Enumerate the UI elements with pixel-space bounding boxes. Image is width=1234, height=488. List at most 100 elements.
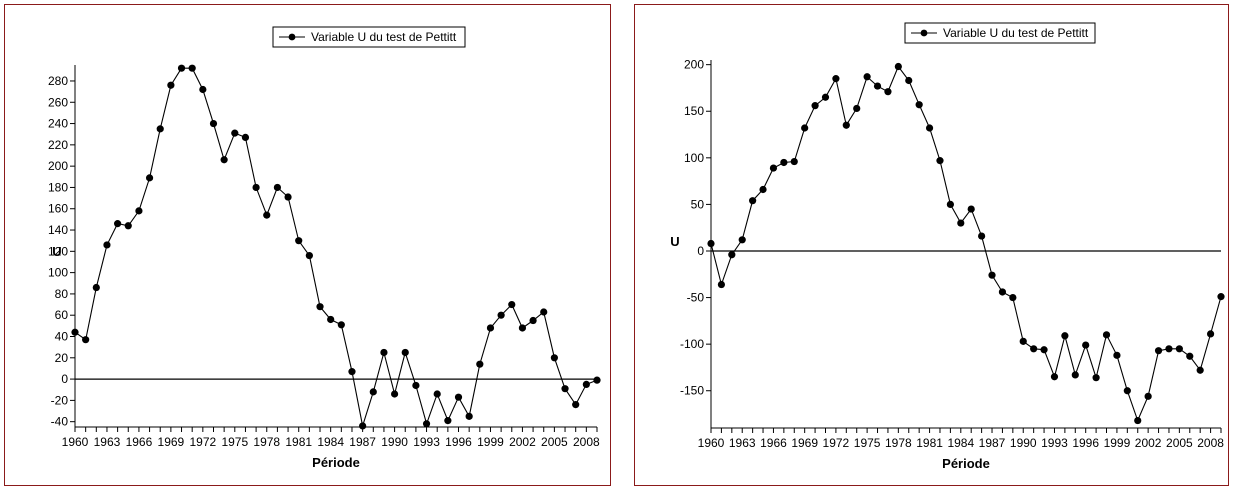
data-point: [1217, 293, 1225, 301]
x-tick-label: 1984: [317, 435, 344, 449]
data-point: [1019, 337, 1027, 345]
x-tick-label: 1978: [885, 436, 912, 450]
pettitt-chart-1: -40 -20 0 20 40 60 80 100 120 140 160 180 200 220 240 2…: [48, 26, 601, 470]
y-tick-label: 200: [684, 58, 704, 72]
x-tick-label: 2005: [1166, 436, 1193, 450]
data-point: [1144, 392, 1152, 400]
series-line: [74, 67, 598, 427]
data-point: [561, 385, 569, 393]
data-point: [103, 241, 111, 249]
y-tick-label: 220: [48, 138, 68, 152]
data-point: [177, 64, 186, 72]
data-point: [936, 157, 944, 165]
data-point: [988, 271, 996, 279]
y-tick-label: -40: [51, 415, 69, 429]
data-point: [853, 104, 861, 113]
y-tick-label: 180: [48, 180, 68, 194]
x-tick-label: 1963: [729, 436, 756, 450]
data-point: [801, 124, 809, 132]
data-point: [465, 412, 473, 420]
data-point: [1050, 373, 1059, 381]
data-point: [401, 348, 409, 357]
data-point: [832, 75, 840, 83]
y-tick-label: 160: [48, 202, 68, 216]
x-tick-label: 1960: [62, 435, 89, 449]
data-point: [252, 183, 260, 192]
x-tick-label: 1990: [381, 435, 408, 449]
data-point: [241, 133, 250, 141]
x-tick-label: 1999: [477, 435, 504, 449]
data-point: [295, 237, 303, 245]
data-point: [71, 328, 79, 336]
x-tick-label: 1993: [413, 435, 440, 449]
y-tick-label: 0: [697, 244, 704, 258]
y-tick-label: 140: [48, 223, 68, 237]
data-point: [305, 251, 313, 260]
data-point: [1082, 341, 1090, 349]
data-point: [359, 422, 367, 430]
y-tick-label: 0: [61, 372, 68, 386]
x-tick-label: 1963: [94, 435, 121, 449]
data-point: [582, 380, 590, 389]
data-point: [790, 157, 798, 166]
x-tick-label: 1996: [445, 435, 472, 449]
data-point: [422, 420, 431, 428]
x-tick-label: 1978: [253, 435, 280, 449]
data-point: [476, 360, 484, 368]
data-point: [209, 119, 218, 128]
data-point: [1154, 347, 1163, 355]
y-tick-label: 280: [48, 74, 68, 88]
data-point: [327, 315, 335, 324]
legend-point-swatch: [920, 29, 928, 37]
x-tick-label: 1999: [1104, 436, 1131, 450]
data-point: [925, 124, 934, 132]
x-tick-label: 1969: [158, 435, 185, 449]
data-point: [273, 183, 282, 192]
data-point: [749, 197, 757, 205]
x-tick-label: 2008: [573, 435, 600, 449]
y-tick-label: 50: [691, 197, 705, 211]
x-tick-label: 2008: [1197, 436, 1224, 450]
data-point: [738, 236, 746, 244]
y-tick-label: 20: [55, 351, 69, 365]
data-point: [1102, 331, 1111, 339]
y-tick-label: 200: [48, 159, 68, 173]
data-point: [380, 348, 388, 357]
data-point: [348, 368, 356, 376]
data-point: [728, 251, 736, 259]
legend-label: Variable U du test de Pettitt: [943, 26, 1089, 40]
data-point: [967, 205, 975, 213]
data-point: [508, 300, 516, 309]
data-point: [707, 239, 715, 248]
data-point: [145, 174, 154, 182]
y-tick-label: -100: [680, 337, 704, 351]
data-point: [316, 303, 324, 311]
data-point: [82, 336, 90, 344]
data-point: [863, 73, 871, 81]
data-point: [284, 193, 292, 201]
data-point: [915, 101, 923, 109]
data-point: [905, 76, 913, 85]
x-tick-label: 1993: [1041, 436, 1068, 450]
y-tick-label: -150: [680, 384, 704, 398]
y-tick-label: -50: [687, 291, 705, 305]
data-point: [957, 219, 965, 227]
data-point: [167, 81, 175, 89]
data-point: [717, 280, 726, 289]
data-point: [978, 232, 986, 240]
y-tick-label: 40: [55, 330, 69, 344]
data-point: [780, 158, 788, 167]
x-tick-label: 2002: [1135, 436, 1162, 450]
chart-panel-1: -40 -20 0 20 40 60 80 100 120 140 160 180 200 220 240 2…: [4, 4, 611, 486]
data-point: [518, 324, 527, 332]
x-tick-label: 1987: [979, 436, 1006, 450]
data-point: [369, 388, 377, 396]
y-tick-label: 80: [55, 287, 69, 301]
x-tick-label: 1987: [349, 435, 376, 449]
data-point: [1071, 371, 1079, 379]
data-point: [263, 211, 271, 219]
data-point: [572, 401, 580, 409]
data-point: [114, 220, 122, 228]
data-point: [1206, 330, 1215, 338]
data-point: [529, 316, 537, 325]
